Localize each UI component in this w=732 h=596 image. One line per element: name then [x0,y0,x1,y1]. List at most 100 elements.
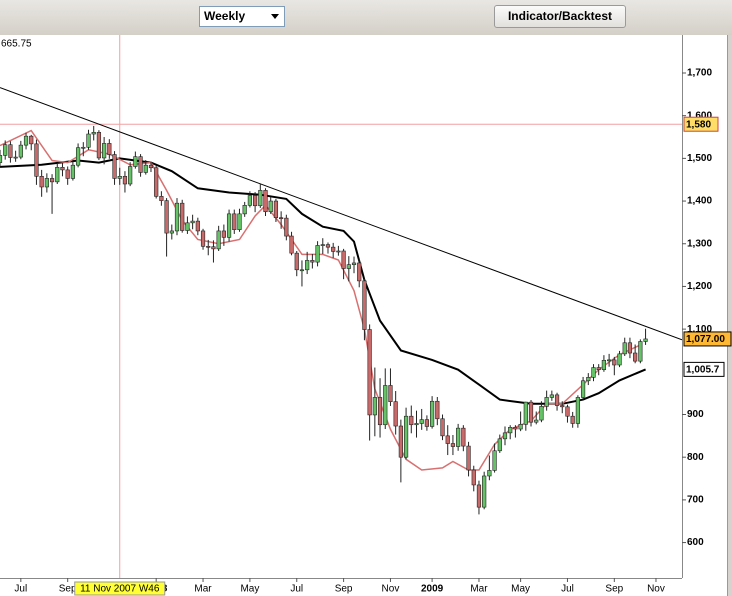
x-tick-label: Jul [561,584,574,595]
candle-body [419,419,424,424]
candle-body [346,264,351,269]
candle-body [268,200,273,213]
ma-value: 1,005.7 [686,365,720,376]
candle-body [185,222,190,231]
candle-body [310,260,315,263]
candle-body [65,169,70,179]
candle-body [461,427,466,447]
candle-body [294,252,299,271]
crosshair-date-box [74,581,166,596]
candle-body [258,190,263,207]
candle-body [362,280,367,330]
candle-body [534,419,539,423]
candle-body [508,427,513,434]
candle-body [580,380,586,398]
candle-body [523,401,528,425]
candle-body [554,394,560,406]
candle-body [341,250,346,269]
candle-body [221,230,226,238]
candle-body [414,423,419,426]
y-tick-label: 1,200 [687,281,712,292]
candle-body [336,250,341,253]
candle-body [643,338,648,342]
candle-body [367,329,372,416]
candle-body [544,397,549,407]
candle-body [549,394,554,398]
candle-body [487,470,492,477]
x-tick-label: Mar [470,584,488,595]
candle-body [96,132,102,159]
y-tick-label: 1,500 [687,153,712,164]
plot-area [0,35,682,578]
y-tick-label: 900 [687,409,704,420]
y-tick-label: 600 [687,537,704,548]
candle-body [174,202,180,232]
candle-body [575,397,580,424]
candle-body [169,230,174,234]
last-price-box [683,331,732,347]
candle-body [180,202,185,231]
candle-body [216,230,221,250]
candle-body [497,438,502,452]
crosshair-date: 11 Nov 2007 W46 [80,584,160,595]
candle-body [315,245,320,263]
candle-body [331,246,336,252]
indicator-button[interactable]: Indicator/Backtest [494,5,626,28]
period-select[interactable]: Weekly [199,6,285,27]
candle-body [617,353,622,366]
candle-body [383,385,388,426]
candle-body [195,220,200,232]
candle-body [591,367,596,378]
y-tick-label: 800 [687,452,704,463]
candle-body [471,469,476,486]
candle-body [456,427,461,447]
candle-body [159,196,164,201]
candle-body [492,450,497,471]
candle-body [138,156,143,173]
candle-body [528,401,534,423]
candle-body [232,213,237,230]
candle-body [263,190,268,213]
candle-body [607,359,612,362]
candle-body [8,144,13,158]
candle-body [226,213,232,238]
candle-body [560,405,565,408]
candle-body [148,164,154,169]
candle-body [81,146,86,149]
candle-body [424,419,430,427]
x-tick-label: Sep [335,584,353,595]
trendline [0,87,682,341]
candle-body [39,175,44,188]
x-tick-label: Sep [59,584,77,595]
candle-body [18,144,23,158]
candle-body [200,230,206,247]
x-tick-label: May [240,584,259,595]
candle-body [398,425,403,458]
candle-body [299,269,305,272]
candle-body [518,424,523,430]
candle-body [112,154,117,179]
candle-body [440,418,445,437]
last-price: 1,077.00 [686,334,725,345]
candle-body [305,260,310,271]
candle-body [23,135,29,146]
candle-body [13,156,18,159]
candle-body [445,435,450,444]
candle-body [117,175,122,179]
x-tick-label: Jul [14,584,27,595]
candle-body [320,244,325,246]
crosshair-price-box [683,116,719,132]
candle-body [565,406,570,417]
candle-body [55,167,60,183]
candle-body [128,166,133,185]
candle-body [190,220,195,224]
candle-body [86,133,91,148]
candle-body [627,342,633,354]
candle-body [252,195,258,207]
candle-body [206,246,211,248]
candle-body [279,217,284,220]
candle-body [122,175,128,185]
candle-body [539,406,544,421]
candle-body [638,341,643,362]
